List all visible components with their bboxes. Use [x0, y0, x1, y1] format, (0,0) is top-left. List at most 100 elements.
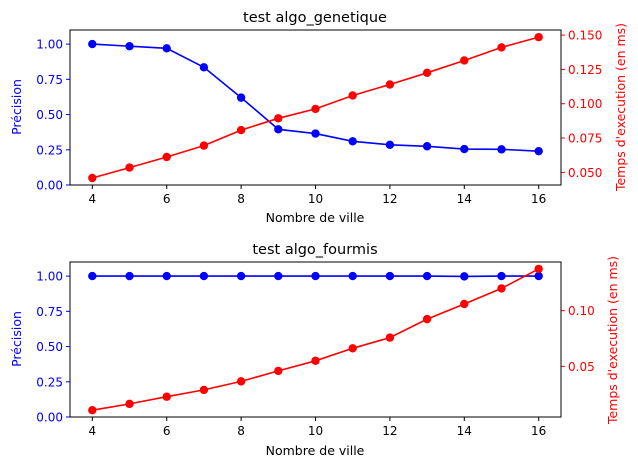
precision-point [236, 271, 246, 281]
x-tick-label: 4 [88, 192, 96, 206]
left-y-axis-label: Précision [9, 79, 24, 135]
precision-point [274, 271, 283, 281]
x-axis-label: Nombre de ville [266, 210, 365, 225]
right-y-axis: 0.050 0.075 0.100 0.125 0.150 [561, 29, 602, 180]
execution-time-point [497, 284, 506, 293]
execution-time-point [534, 264, 543, 274]
execution-time-point [199, 141, 209, 150]
execution-time-point [162, 152, 171, 162]
left-y-tick-label: 0.50 [36, 340, 63, 354]
x-tick-label: 10 [308, 192, 323, 206]
right-y-tick-label: 0.10 [568, 304, 595, 318]
execution-time-point [162, 392, 171, 401]
execution-time-point [348, 344, 357, 353]
right-y-axis-label: Temps d'execution (en ms) [613, 23, 628, 192]
left-y-axis: 0.00 0.25 0.50 0.75 1.00 [36, 38, 70, 193]
right-y-axis: 0.05 0.10 [561, 304, 595, 374]
right-y-tick-label: 0.100 [568, 97, 602, 111]
x-tick-label: 12 [382, 424, 397, 438]
right-y-tick-label: 0.125 [568, 63, 602, 77]
x-tick-label: 12 [382, 192, 397, 206]
precision-point [88, 39, 97, 49]
plot-series [88, 264, 543, 415]
execution-time-point [534, 32, 543, 42]
execution-time-point [199, 385, 209, 395]
left-y-tick-label: 0.00 [36, 179, 63, 193]
execution-time-point [125, 399, 134, 409]
chart-panel-genetique: test algo_genetique 4 6 8 10 12 14 16 0.00 0.25… [9, 10, 628, 225]
x-tick-label: 10 [308, 424, 323, 438]
execution-time-point [348, 91, 357, 100]
execution-time-point [422, 314, 432, 324]
left-y-tick-label: 0.75 [36, 73, 63, 87]
right-y-axis-label: Temps d'execution (en ms) [605, 256, 620, 425]
execution-time-point [311, 356, 320, 365]
precision-point [125, 42, 134, 51]
precision-point [534, 146, 543, 156]
chart-panel-fourmis: test algo_fourmis 4 6 8 10 12 14 16 0.00 0.25 0.… [9, 242, 620, 458]
x-tick-label: 16 [531, 424, 546, 438]
precision-point [497, 271, 506, 281]
precision-point [162, 44, 171, 53]
execution-time-point [497, 43, 506, 52]
left-y-tick-label: 1.00 [36, 38, 63, 52]
right-y-tick-label: 0.075 [568, 132, 602, 146]
chart-title: test algo_genetique [243, 10, 387, 26]
x-tick-label: 14 [457, 424, 472, 438]
execution-time-point [460, 299, 469, 309]
left-y-axis: 0.00 0.25 0.50 0.75 1.00 [36, 270, 70, 425]
precision-point [162, 271, 171, 281]
x-tick-label: 16 [531, 192, 546, 206]
precision-point [385, 140, 395, 150]
x-axis: 4 6 8 10 12 14 16 [88, 417, 546, 438]
left-y-tick-label: 0.50 [36, 108, 63, 122]
precision-point [534, 271, 543, 281]
precision-point [348, 271, 357, 281]
execution-time-point [460, 56, 469, 65]
plot-series [88, 32, 543, 183]
x-tick-label: 14 [457, 192, 472, 206]
execution-time-point [385, 80, 395, 89]
precision-point [199, 63, 209, 72]
execution-time-point [274, 366, 283, 376]
x-tick-label: 8 [237, 192, 245, 206]
left-y-axis-label: Précision [9, 311, 24, 367]
precision-point [497, 145, 506, 154]
x-tick-label: 4 [88, 424, 96, 438]
execution-time-point [422, 68, 432, 78]
execution-time-point [88, 173, 97, 183]
precision-point [274, 125, 283, 134]
execution-time-point [236, 125, 246, 135]
precision-point [422, 142, 432, 151]
precision-point [460, 272, 469, 281]
precision-point [311, 271, 320, 281]
precision-point [236, 93, 246, 102]
plot-frame [69, 261, 562, 418]
execution-time-point [236, 377, 246, 386]
execution-time-point [311, 104, 320, 114]
execution-time-point [88, 406, 97, 415]
left-y-tick-label: 0.00 [36, 411, 63, 425]
precision-point [422, 271, 432, 281]
precision-point [460, 144, 469, 154]
precision-point [199, 271, 209, 281]
x-tick-label: 6 [163, 424, 171, 438]
right-y-tick-label: 0.150 [568, 29, 602, 43]
left-y-tick-label: 1.00 [36, 270, 63, 284]
execution-time-point [274, 114, 283, 123]
execution-time-point [385, 333, 395, 342]
plot-frame [69, 29, 562, 186]
x-tick-label: 8 [237, 424, 245, 438]
x-tick-label: 6 [163, 192, 171, 206]
right-y-tick-label: 0.050 [568, 166, 602, 180]
right-y-tick-label: 0.05 [568, 360, 595, 374]
left-y-tick-label: 0.25 [36, 375, 63, 389]
chart-title: test algo_fourmis [252, 242, 377, 258]
x-axis-label: Nombre de ville [266, 443, 365, 458]
precision-point [125, 271, 134, 281]
plot-area [70, 262, 561, 417]
precision-point [348, 137, 357, 146]
precision-point [88, 271, 97, 281]
execution-time-point [125, 163, 134, 172]
